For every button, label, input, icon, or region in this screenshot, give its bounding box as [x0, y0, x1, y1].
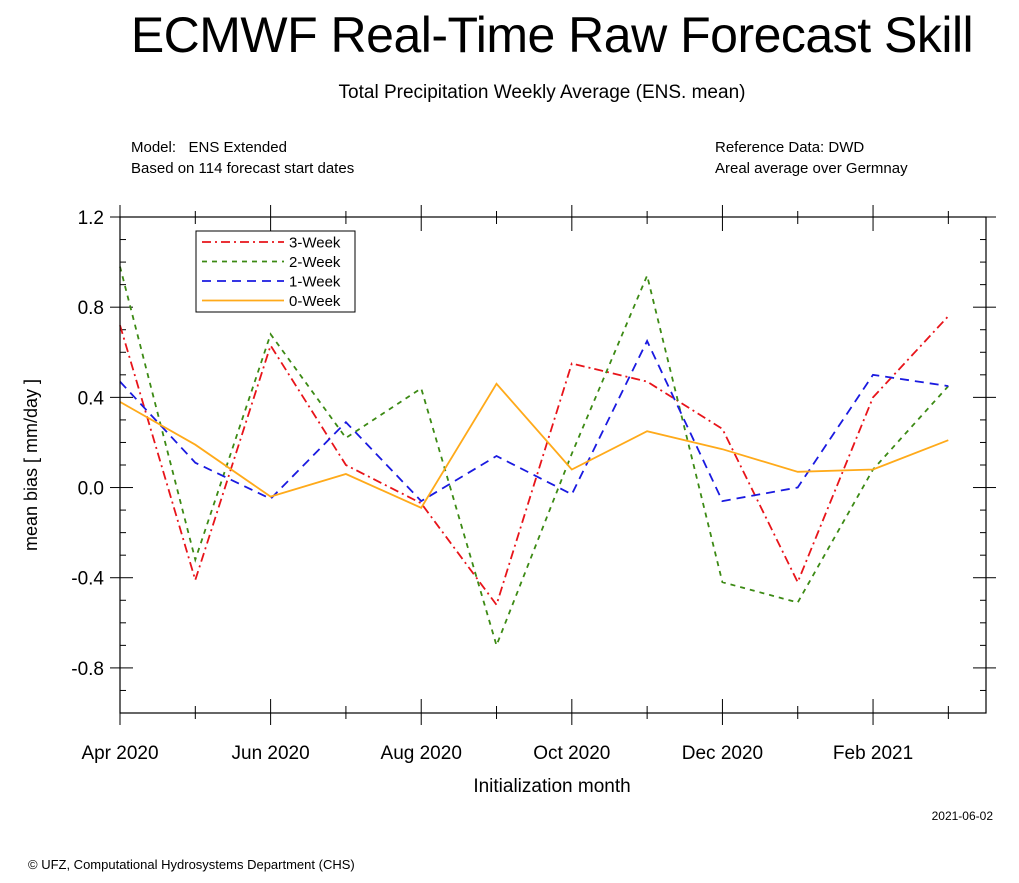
y-tick-label: 0.0 — [78, 479, 104, 500]
series-line-2-week — [119, 266, 949, 649]
chart-title: ECMWF Real-Time Raw Forecast Skill — [130, 7, 974, 63]
y-tick-label: 1.2 — [78, 208, 104, 229]
start-dates-line: Based on 114 forecast start dates — [131, 160, 355, 177]
y-tick-label: 0.8 — [78, 298, 104, 319]
copyright-notice: © UFZ, Computational Hydrosystems Depart… — [28, 857, 355, 872]
series-line-3-week — [119, 315, 949, 607]
legend-label: 2-Week — [289, 254, 341, 271]
axis-labels: 1.2 0.8 0.4 0.0 -0.4 -0.8 Apr 2020 Jun 2020 Aug … — [21, 208, 913, 797]
plot-date: 2021-06-02 — [931, 809, 993, 823]
y-tick-label: -0.4 — [71, 569, 104, 590]
model-info: Model: ENS Extended Based on 114 forecas… — [131, 137, 354, 179]
x-tick-label: Jun 2020 — [232, 743, 310, 764]
model-line: Model: ENS Extended — [131, 139, 287, 156]
legend-box — [195, 230, 356, 313]
legend-label: 1-Week — [289, 274, 341, 291]
x-tick-label: Dec 2020 — [682, 743, 763, 764]
x-tick-label: Aug 2020 — [381, 743, 462, 764]
x-tick-label: Apr 2020 — [81, 743, 158, 764]
x-tick-label: Oct 2020 — [533, 743, 610, 764]
plot-frame — [119, 216, 987, 714]
legend-label: 0-Week — [289, 293, 341, 310]
series-lines — [119, 266, 949, 649]
x-axis-title: Initialization month — [473, 776, 630, 797]
y-axis-title: mean bias [ mm/day ] — [21, 379, 41, 551]
reference-line: Reference Data: DWD — [715, 139, 865, 156]
legend-label: 3-Week — [289, 235, 341, 252]
reference-info: Reference Data: DWD Areal average over G… — [715, 137, 908, 179]
series-line-1-week — [119, 338, 949, 503]
chart-subtitle: Total Precipitation Weekly Average (ENS.… — [338, 82, 746, 103]
series-line-0-week — [119, 382, 949, 509]
x-tick-label: Feb 2021 — [833, 743, 913, 764]
y-tick-label: -0.8 — [71, 659, 104, 680]
y-tick-label: 0.4 — [78, 388, 105, 409]
area-line: Areal average over Germnay — [715, 160, 908, 177]
legend: 3-Week 2-Week 1-Week 0-Week — [195, 230, 356, 313]
